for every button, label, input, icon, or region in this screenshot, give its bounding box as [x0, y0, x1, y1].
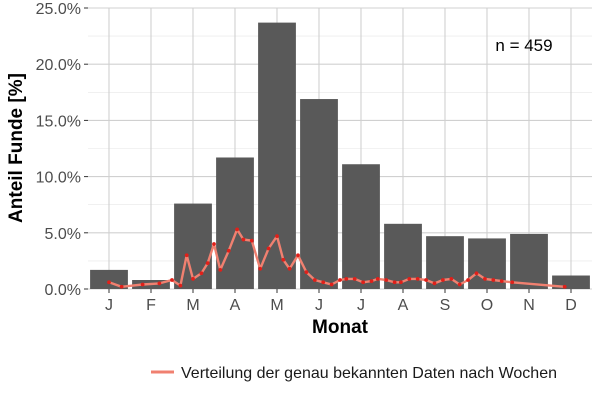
weekly-point [361, 280, 365, 285]
weekly-point [457, 282, 462, 287]
legend-label: Verteilung der genau bekannten Daten nac… [181, 365, 557, 382]
weekly-point [510, 280, 515, 285]
y-tick-labels: 0.0% 5.0% 10.0% 15.0% 20.0% 25.0% [36, 1, 88, 299]
x-tick-label: S [440, 297, 451, 314]
x-tick-label: F [146, 297, 156, 314]
weekly-point [191, 276, 195, 281]
weekly-point [474, 271, 479, 276]
y-axis-title: Anteil Funde [%] [6, 73, 27, 223]
bar-6 [300, 99, 338, 289]
weekly-point [212, 242, 216, 246]
y-tick-label: 15.0% [36, 113, 81, 130]
x-tick-label: M [270, 297, 283, 314]
sample-size-annotation: n = 459 [495, 36, 552, 55]
legend: Verteilung der genau bekannten Daten nac… [151, 365, 557, 382]
weekly-point [170, 278, 174, 282]
x-tick-label: O [481, 297, 493, 314]
weekly-point [321, 280, 326, 285]
weekly-point [499, 279, 504, 284]
weekly-point [178, 283, 183, 288]
weekly-point [399, 280, 403, 285]
weekly-point [424, 278, 428, 282]
weekly-point [491, 278, 496, 282]
weekly-point [199, 271, 204, 276]
x-tick-label: J [105, 297, 113, 314]
x-tick-label: M [186, 297, 199, 314]
weekly-point [312, 278, 317, 282]
weekly-point [369, 279, 374, 284]
weekly-point [258, 266, 263, 271]
weekly-point [449, 276, 454, 281]
weekly-point [329, 282, 334, 287]
weekly-point [338, 278, 342, 282]
weekly-point [296, 253, 300, 258]
weekly-point [235, 227, 240, 232]
weekly-point [392, 280, 397, 285]
weekly-point [432, 281, 437, 286]
weekly-point [344, 276, 349, 281]
x-tick-label: D [565, 297, 577, 314]
y-tick-label: 0.0% [45, 282, 81, 299]
weekly-point [218, 267, 223, 272]
x-tick-label: J [357, 297, 365, 314]
weekly-point [157, 281, 162, 286]
weekly-point [119, 284, 124, 289]
weekly-point [287, 266, 292, 271]
weekly-point [241, 237, 246, 242]
bars [90, 22, 590, 289]
weekly-point [140, 282, 145, 287]
y-tick-label: 25.0% [36, 1, 81, 18]
x-tick-label: A [398, 297, 409, 314]
bar-7 [342, 164, 380, 289]
x-axis-title: Monat [312, 317, 369, 338]
weekly-point [226, 248, 231, 253]
weekly-point [483, 276, 487, 281]
weekly-point [184, 253, 189, 258]
weekly-distribution-line [107, 227, 567, 289]
weekly-point [375, 276, 380, 281]
x-tick-label: A [230, 297, 241, 314]
weekly-point [107, 280, 111, 285]
weekly-point [205, 261, 210, 266]
weekly-point [562, 284, 567, 289]
weekly-point [352, 276, 357, 281]
weekly-point [304, 270, 309, 275]
weekly-point [407, 276, 412, 281]
weekly-point [266, 246, 271, 251]
weekly-point [384, 278, 389, 282]
y-tick-label: 10.0% [36, 170, 81, 187]
bar-5 [258, 22, 296, 289]
weekly-point [281, 257, 286, 262]
x-tick-label: J [315, 297, 323, 314]
bar-1 [90, 269, 128, 289]
weekly-point [415, 276, 420, 281]
x-tick-label: N [523, 297, 535, 314]
weekly-point [441, 278, 445, 282]
y-tick-label: 5.0% [45, 226, 81, 243]
weekly-point [275, 234, 279, 239]
y-tick-label: 20.0% [36, 57, 81, 74]
weekly-point [466, 278, 470, 282]
bar-11 [510, 233, 548, 289]
weekly-point [249, 238, 254, 243]
